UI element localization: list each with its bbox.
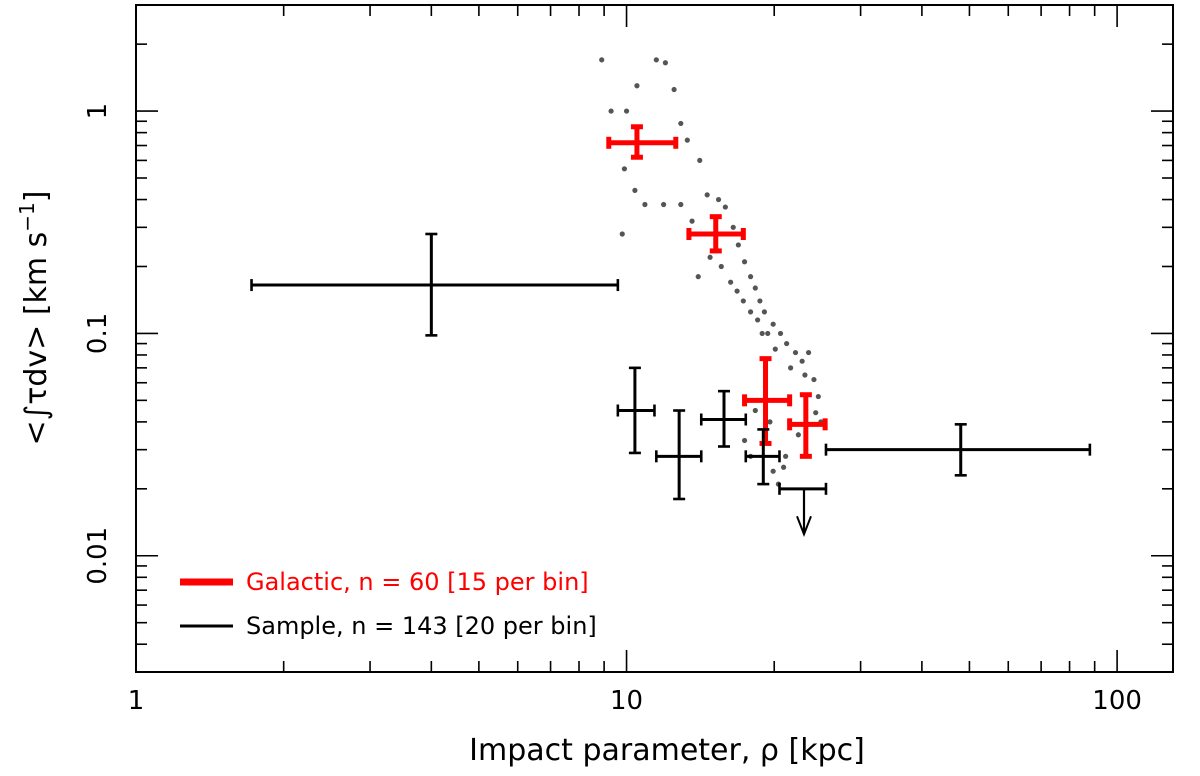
scatter-point: [632, 187, 638, 193]
sample-errorbar: [699, 389, 748, 448]
scatter-point: [671, 86, 677, 93]
scatter-point: [777, 330, 784, 337]
sample-errorbar: [655, 409, 703, 501]
scatter-point: [752, 285, 758, 291]
scatter-point: [735, 242, 741, 248]
axes: 1 10 100 0.01 0.1 1: [83, 4, 1173, 716]
scatter-point: [788, 365, 794, 371]
scatter-point: [642, 201, 648, 208]
scatter-point: [813, 410, 819, 416]
scatter-point: [747, 309, 754, 315]
scatter-point: [653, 57, 659, 63]
data-marks: [250, 57, 1092, 537]
scatter-point: [730, 224, 736, 230]
sample-errorbar: [824, 423, 1092, 477]
sample-errorbar: [778, 482, 828, 537]
scatter-point: [621, 166, 628, 172]
scatter-point: [805, 349, 812, 356]
scatter-point: [623, 108, 630, 114]
y-tick-label: 1: [83, 103, 113, 120]
scatter-point: [718, 263, 724, 270]
scatter-point: [792, 349, 799, 356]
sample-errorbar: [616, 366, 656, 455]
scatter-point: [815, 393, 821, 400]
scatter-point: [740, 298, 746, 304]
scatter-point: [619, 231, 625, 237]
scatter-point: [752, 407, 758, 414]
scatter-point: [765, 330, 771, 337]
scatter-point: [783, 453, 789, 459]
scatter-point: [678, 201, 684, 208]
scatter-point: [707, 254, 713, 260]
galactic-errorbar: [787, 392, 828, 459]
scatter-point: [608, 108, 614, 114]
scatter-point: [678, 120, 684, 127]
scatter-point: [802, 372, 808, 378]
x-axis-title: Impact parameter, ρ [kpc]: [469, 733, 865, 768]
scatter-point: [811, 376, 817, 383]
scatter-point: [759, 330, 765, 337]
scatter-point: [799, 358, 805, 364]
y-axis-title-close: ]: [19, 191, 54, 203]
sample-errorbar: [250, 232, 620, 337]
scatter-point: [784, 340, 790, 347]
scatter-point: [741, 437, 748, 444]
scatter-point: [728, 279, 734, 285]
scatter-point: [761, 309, 768, 315]
scatter-point: [695, 274, 701, 280]
x-tick-label: 100: [1092, 686, 1142, 716]
scatter-point: [755, 317, 761, 323]
plot-frame: [135, 4, 1174, 673]
scatter-point: [795, 432, 801, 438]
scatter-point: [770, 321, 776, 327]
scatter-point: [661, 201, 667, 208]
scatter-point: [781, 464, 787, 470]
scatter-point: [689, 218, 695, 224]
y-axis-title-exponent: −1: [15, 202, 39, 231]
y-tick-label: 0.01: [83, 527, 113, 585]
scatter-point: [634, 83, 640, 89]
x-tick-label: 10: [610, 686, 643, 716]
legend-label-galactic: Galactic, n = 60 [15 per bin]: [246, 568, 589, 596]
scatter-point: [767, 419, 773, 425]
scatter-point: [747, 274, 754, 280]
y-tick-label: 0.1: [83, 313, 113, 354]
y-axis-title: <∫τdv> [km s−1]: [15, 191, 54, 446]
scatter-point: [684, 137, 690, 143]
y-axis-title-main: <∫τdv> [km s: [19, 232, 54, 446]
scatter-point: [599, 57, 605, 63]
x-tick-label: 1: [128, 686, 145, 716]
scatter-point: [715, 196, 722, 203]
scatter-point: [722, 204, 728, 210]
scatter-point: [704, 192, 710, 198]
scatter-point: [757, 298, 763, 304]
plot-area: [135, 4, 1174, 673]
scatter-point: [734, 288, 740, 294]
galactic-errorbar: [686, 214, 746, 254]
scatter-point: [741, 259, 748, 265]
legend-label-sample: Sample, n = 143 [20 per bin]: [246, 612, 597, 640]
scatter-point: [772, 346, 778, 352]
sample-upper-limit-arrowhead: [796, 515, 812, 537]
scatter-point: [662, 60, 668, 66]
legend: Galactic, n = 60 [15 per bin] Sample, n …: [180, 568, 597, 640]
galactic-errorbar: [742, 356, 793, 446]
scatter-point: [697, 157, 703, 164]
sample-errorbar: [744, 428, 781, 486]
scatter-point: [770, 468, 776, 474]
galactic-errorbar: [606, 124, 679, 160]
